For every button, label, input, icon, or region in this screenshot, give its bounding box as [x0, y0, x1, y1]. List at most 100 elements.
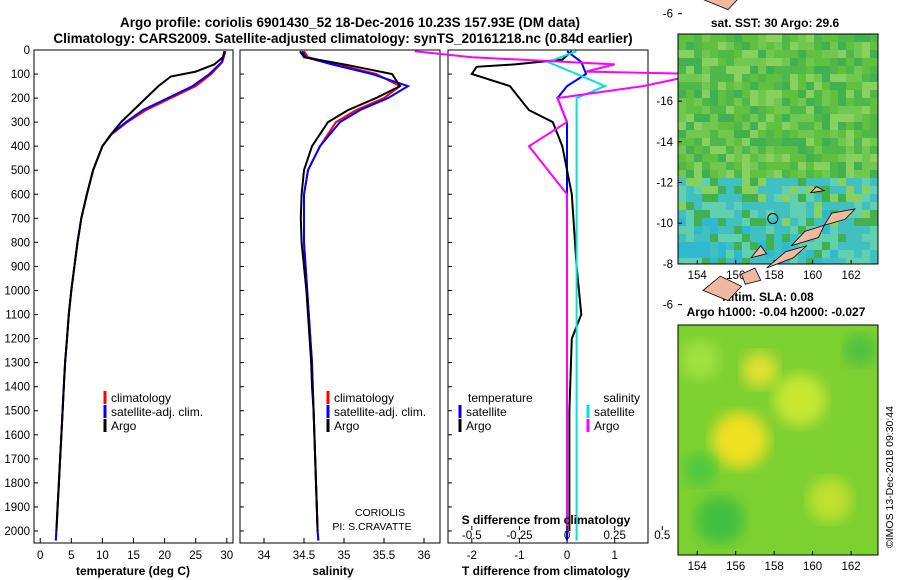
sst-map: sat. SST: 30 Argo: 29.6 154 156 158 160 162 -…	[663, 0, 879, 282]
sst-cell	[798, 90, 806, 98]
sst-cell	[814, 146, 822, 154]
sst-cell	[870, 58, 878, 66]
sst-cell	[790, 130, 798, 138]
sst-cell	[758, 106, 766, 114]
sst-cell	[806, 258, 814, 264]
sst-cell	[790, 234, 798, 242]
sst-cell	[726, 74, 734, 82]
sst-cell	[686, 202, 694, 210]
land-island	[823, 208, 857, 226]
sst-cell	[862, 258, 870, 264]
sst-cell	[766, 98, 774, 106]
temperature-axis-label: temperature (deg C)	[76, 564, 190, 578]
sst-cell	[846, 58, 854, 66]
sst-cell	[822, 82, 830, 90]
sst-cell	[862, 66, 870, 74]
sst-cell	[822, 66, 830, 74]
sst-cell	[766, 90, 774, 98]
sst-cell	[814, 170, 822, 178]
sst-cell	[870, 90, 878, 98]
sst-cell	[766, 194, 774, 202]
sst-cell	[870, 170, 878, 178]
sst-cell	[846, 114, 854, 122]
sst-cell	[806, 178, 814, 186]
sst-cell	[678, 50, 686, 58]
s-diff-tick-label: 0.5	[654, 530, 670, 542]
sst-cell	[750, 210, 758, 218]
sst-cell	[862, 90, 870, 98]
sst-cell	[710, 106, 718, 114]
sst-cell	[814, 98, 822, 106]
sst-cell	[710, 130, 718, 138]
x-tick-label: 34	[258, 550, 271, 562]
sst-cell	[710, 178, 718, 186]
temperature-legend: climatology satellite-adj. clim. Argo	[103, 391, 203, 433]
sst-cell	[790, 34, 798, 42]
sst-cell	[862, 138, 870, 146]
sst-cell	[702, 58, 710, 66]
sst-cell	[854, 218, 862, 226]
sst-cell	[734, 106, 742, 114]
depth-tick-label: 100	[11, 69, 30, 81]
sst-cell	[782, 90, 790, 98]
sst-cell	[734, 130, 742, 138]
sst-cell	[798, 114, 806, 122]
sst-cell	[846, 106, 854, 114]
sst-cell	[846, 66, 854, 74]
x-tick-label: -2	[467, 550, 477, 562]
sst-cell	[766, 42, 774, 50]
sla-anomaly-blob	[742, 352, 778, 388]
sst-cell	[798, 218, 806, 226]
sst-cell	[814, 178, 822, 186]
sst-cell	[766, 34, 774, 42]
sst-cell	[862, 226, 870, 234]
sst-cell	[822, 250, 830, 258]
sst-cell	[822, 258, 830, 264]
sst-cell	[814, 122, 822, 130]
series-line-climatology	[303, 50, 402, 541]
sst-cell	[726, 218, 734, 226]
series-line-satellite-adj-clim-	[301, 50, 411, 541]
sst-cell	[870, 202, 878, 210]
sst-cell	[846, 34, 854, 42]
sst-cell	[870, 226, 878, 234]
sst-cell	[726, 98, 734, 106]
sst-cell	[806, 122, 814, 130]
sst-cell	[766, 162, 774, 170]
institution-label: CORIOLIS	[355, 507, 405, 519]
sst-cell	[734, 210, 742, 218]
sst-cell	[798, 34, 806, 42]
sst-cell	[846, 74, 854, 82]
sst-cell	[686, 90, 694, 98]
sst-cell	[830, 226, 838, 234]
sst-cell	[838, 130, 846, 138]
sst-cell	[798, 106, 806, 114]
sst-cell	[854, 154, 862, 162]
sla-map: Altim. SLA: 0.08 Argo h1000: -0.04 h2000…	[656, 96, 879, 573]
sst-cell	[838, 122, 846, 130]
sst-cell	[822, 122, 830, 130]
legend-header-salinity: salinity	[603, 391, 640, 405]
sst-cell	[774, 154, 782, 162]
sst-cell	[678, 98, 686, 106]
sst-cell	[846, 82, 854, 90]
sst-cell	[870, 114, 878, 122]
sst-cell	[750, 34, 758, 42]
sst-cell	[782, 154, 790, 162]
sst-cell	[806, 138, 814, 146]
legend-label-s-satellite: satellite	[594, 405, 635, 419]
sst-cell	[862, 98, 870, 106]
sst-cell	[806, 74, 814, 82]
sst-cell	[854, 122, 862, 130]
sst-cell	[678, 90, 686, 98]
lat-tick-label: -8	[663, 259, 673, 271]
sst-cell	[694, 90, 702, 98]
sst-cell	[726, 170, 734, 178]
sst-cell	[854, 34, 862, 42]
sst-cell	[694, 50, 702, 58]
sst-cell	[766, 74, 774, 82]
sst-cell	[822, 234, 830, 242]
sst-cell	[862, 42, 870, 50]
sst-cell	[782, 42, 790, 50]
sst-cell	[774, 106, 782, 114]
